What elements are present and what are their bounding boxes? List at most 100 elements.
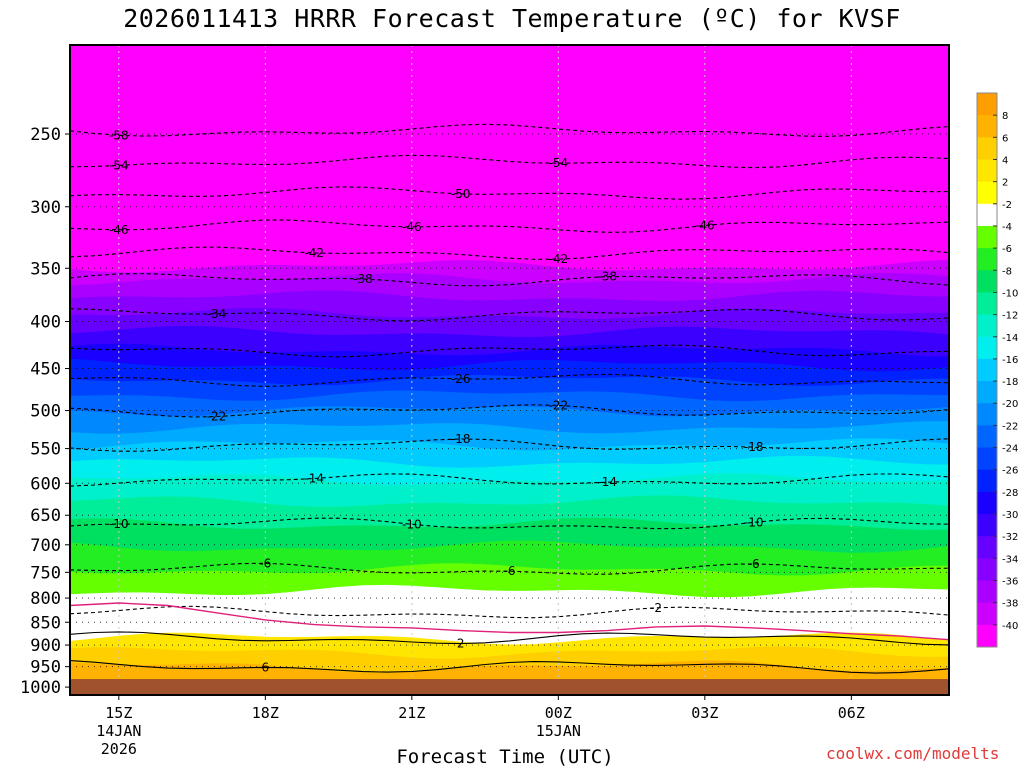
colorbar-swatch bbox=[977, 558, 997, 582]
temperature-band bbox=[70, 45, 836, 52]
plot-frame bbox=[69, 44, 950, 696]
colorbar-label: -32 bbox=[1002, 532, 1018, 543]
isotherm-label: -10 bbox=[402, 517, 422, 531]
isotherm-label: -26 bbox=[451, 372, 471, 386]
temperature-band bbox=[70, 45, 949, 153]
y-tick-label: 300 bbox=[30, 198, 61, 218]
colorbar-label: -22 bbox=[1002, 421, 1018, 432]
colorbar-label: -14 bbox=[1002, 333, 1018, 344]
y-tick-label: 600 bbox=[30, 474, 61, 494]
colorbar-swatch bbox=[977, 93, 997, 116]
colorbar-swatch bbox=[977, 514, 997, 537]
colorbar-swatch bbox=[977, 336, 997, 360]
y-tick-label: 250 bbox=[30, 125, 61, 145]
colorbar-label: -20 bbox=[1002, 399, 1018, 410]
colorbar-swatch bbox=[977, 115, 997, 138]
colorbar-swatch bbox=[977, 203, 997, 227]
x-tick-label: 21Z bbox=[398, 704, 425, 722]
colorbar-swatch bbox=[977, 225, 997, 249]
x-tick-label: 03Z bbox=[691, 704, 718, 722]
isotherm-label: -14 bbox=[304, 471, 324, 485]
isotherm-label: -18 bbox=[451, 432, 471, 446]
credit-link[interactable]: coolwx.com/modelts bbox=[826, 744, 1000, 763]
y-tick-label: 450 bbox=[30, 360, 61, 380]
colorbar-swatch bbox=[977, 447, 997, 471]
isotherm-label: -50 bbox=[451, 187, 471, 201]
colorbar-label: -12 bbox=[1002, 311, 1018, 322]
chart-title: 2026011413 HRRR Forecast Temperature (ºC… bbox=[123, 4, 901, 33]
colorbar-swatch bbox=[977, 270, 997, 293]
x-tick-label: 06Z bbox=[838, 704, 865, 722]
isotherm-label: -38 bbox=[597, 270, 617, 284]
freezing-line bbox=[70, 602, 949, 641]
colorbar-swatch bbox=[977, 314, 997, 338]
colorbar-label: 6 bbox=[1002, 133, 1008, 144]
colorbar-label: -26 bbox=[1002, 466, 1018, 477]
x-tick-sublabel: 15JAN bbox=[536, 722, 581, 740]
isotherm-label: -2 bbox=[650, 601, 662, 615]
colorbar-swatch bbox=[977, 358, 997, 382]
colorbar-label: 8 bbox=[1002, 111, 1008, 122]
isotherm-label: 2 bbox=[457, 637, 465, 651]
isotherm-label: -42 bbox=[549, 252, 569, 266]
isotherm-label: -46 bbox=[695, 218, 715, 232]
x-tick-label: 18Z bbox=[252, 704, 279, 722]
colorbar-swatch bbox=[977, 159, 997, 183]
y-tick-label: 900 bbox=[30, 636, 61, 656]
y-tick-label: 650 bbox=[30, 506, 61, 526]
y-tick-label: 400 bbox=[30, 313, 61, 333]
isotherm-label: -54 bbox=[109, 158, 129, 172]
colorbar-frame bbox=[976, 92, 998, 648]
colorbar-swatch bbox=[977, 602, 997, 626]
y-tick-label: 350 bbox=[30, 259, 61, 279]
isotherm-label: -10 bbox=[109, 517, 129, 531]
colorbar-swatch bbox=[977, 181, 997, 205]
colorbar-swatch bbox=[977, 137, 997, 160]
isotherm-label: -42 bbox=[304, 246, 324, 260]
x-axis-title: Forecast Time (UTC) bbox=[396, 746, 614, 768]
y-tick-label: 750 bbox=[30, 563, 61, 583]
colorbar-swatch bbox=[977, 580, 997, 604]
x-tick-label: 00Z bbox=[545, 704, 572, 722]
x-tick-sublabel: 14JAN bbox=[96, 722, 141, 740]
y-tick-label: 500 bbox=[30, 402, 61, 422]
colorbar-label: 4 bbox=[1002, 155, 1008, 166]
colorbar-swatch bbox=[977, 536, 997, 559]
colorbar-swatch bbox=[977, 381, 997, 404]
isotherm-label: -14 bbox=[597, 475, 617, 489]
isotherm-label: -38 bbox=[353, 272, 373, 286]
y-tick-label: 800 bbox=[30, 589, 61, 609]
colorbar-swatch bbox=[977, 624, 997, 648]
colorbar-label: 2 bbox=[1002, 178, 1008, 189]
x-tick-label: 15Z bbox=[105, 704, 132, 722]
colorbar-swatch bbox=[977, 469, 997, 493]
isotherm-line bbox=[70, 631, 949, 646]
y-tick-label: 700 bbox=[30, 536, 61, 556]
isotherm-label: -6 bbox=[748, 557, 760, 571]
isotherm-label: -6 bbox=[504, 564, 516, 578]
isotherm-label: -22 bbox=[549, 398, 569, 412]
colorbar-label: -30 bbox=[1002, 510, 1018, 521]
y-tick-label: 1000 bbox=[20, 678, 61, 698]
isotherm-label: 6 bbox=[262, 660, 270, 674]
terrain bbox=[70, 679, 949, 695]
isotherm-label: -18 bbox=[744, 440, 764, 454]
y-tick-label: 850 bbox=[30, 613, 61, 633]
colorbar-label: -34 bbox=[1002, 554, 1018, 565]
colorbar-swatch bbox=[977, 248, 997, 271]
colorbar-label: -24 bbox=[1002, 444, 1018, 455]
isotherm-label: -46 bbox=[402, 220, 422, 234]
y-tick-label: 950 bbox=[30, 658, 61, 678]
colorbar-swatch bbox=[977, 403, 997, 426]
colorbar-label: -40 bbox=[1002, 621, 1018, 632]
colorbar-label: -28 bbox=[1002, 488, 1018, 499]
colorbar-label: -4 bbox=[1002, 222, 1012, 233]
colorbar-swatch bbox=[977, 491, 997, 515]
colorbar-label: -38 bbox=[1002, 599, 1018, 610]
colorbar-label: -36 bbox=[1002, 577, 1018, 588]
isotherm-label: -46 bbox=[109, 223, 129, 237]
colorbar-label: -2 bbox=[1002, 200, 1012, 211]
colorbar-label: -6 bbox=[1002, 244, 1012, 255]
y-tick-label: 550 bbox=[30, 440, 61, 460]
